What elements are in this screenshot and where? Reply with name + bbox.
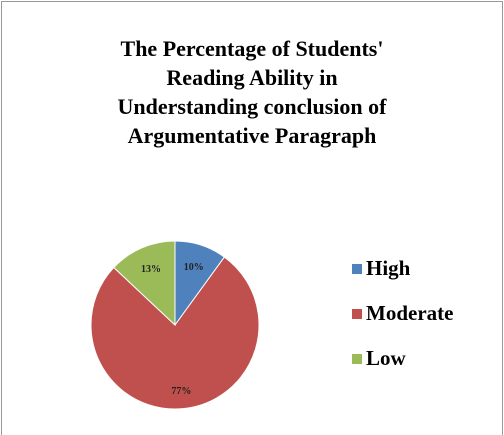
legend-label: Moderate: [366, 301, 453, 325]
legend-label: Low: [366, 346, 407, 370]
legend-swatch: [352, 354, 362, 364]
pie-slice: [113, 240, 176, 327]
legend-swatch: [352, 309, 362, 319]
legend-label: High: [366, 256, 411, 280]
chart-title: Argumentative Paragraph: [128, 123, 377, 148]
value-label: 77%: [171, 386, 191, 397]
legend-swatch: [352, 264, 362, 274]
pie-slice: [90, 256, 260, 410]
chart-title: Reading Ability in: [166, 65, 337, 90]
chart-title: The Percentage of Students': [121, 36, 384, 61]
value-label: 10%: [184, 262, 204, 273]
chart-title: Understanding conclusion of: [118, 94, 388, 119]
value-label: 13%: [141, 264, 161, 275]
